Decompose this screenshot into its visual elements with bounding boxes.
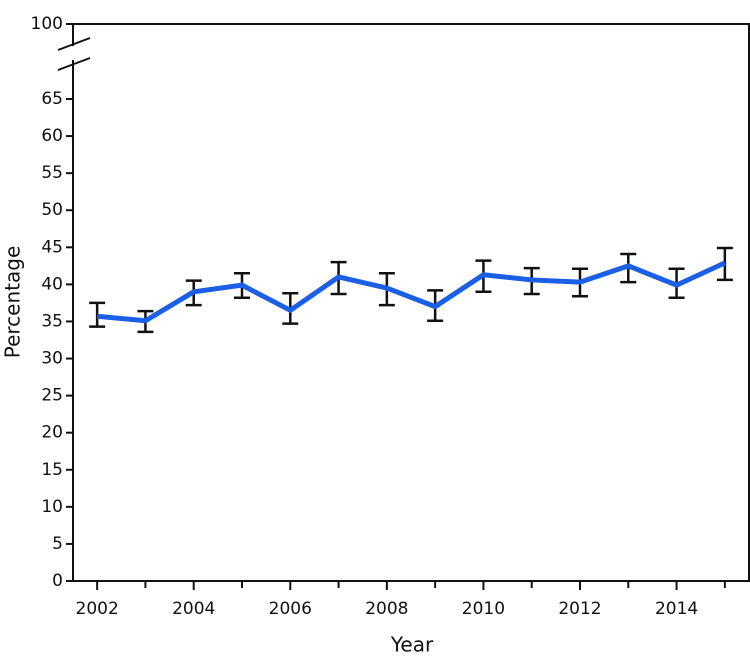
break-gap	[64, 46, 82, 60]
y-tick-label: 0	[52, 571, 63, 591]
y-tick-label: 100	[31, 14, 63, 34]
x-tick-label: 2002	[76, 599, 119, 619]
error-bar	[89, 301, 106, 328]
break-slash	[57, 37, 91, 51]
y-tick-label: 45	[41, 237, 63, 257]
plot-frame	[72, 23, 750, 582]
y-tick-label: 20	[41, 423, 63, 443]
x-tick-label: 2006	[269, 599, 312, 619]
axis-break	[57, 37, 91, 71]
y-tick-label: 25	[41, 386, 63, 406]
series-line	[96, 260, 726, 324]
y-tick-label: 35	[41, 311, 63, 331]
y-tick-label: 55	[41, 163, 63, 183]
y-tick-label: 30	[41, 349, 63, 369]
x-tick-label: 2010	[462, 599, 505, 619]
y-tick-label: 50	[41, 200, 63, 220]
y-tick-label: 5	[52, 534, 63, 554]
x-axis-label: Year	[390, 633, 434, 657]
x-tick-label: 2008	[365, 599, 408, 619]
y-tick-label: 65	[41, 89, 63, 109]
y-tick-label: 15	[41, 460, 63, 480]
y-axis-label: Percentage	[1, 246, 25, 359]
x-tick-label: 2004	[172, 599, 215, 619]
y-tick-label: 60	[41, 126, 63, 146]
y-tick-label: 40	[41, 274, 63, 294]
y-tick-label: 10	[41, 497, 63, 517]
break-slash	[57, 57, 91, 71]
x-tick-label: 2012	[558, 599, 601, 619]
x-tick-label: 2014	[655, 599, 698, 619]
